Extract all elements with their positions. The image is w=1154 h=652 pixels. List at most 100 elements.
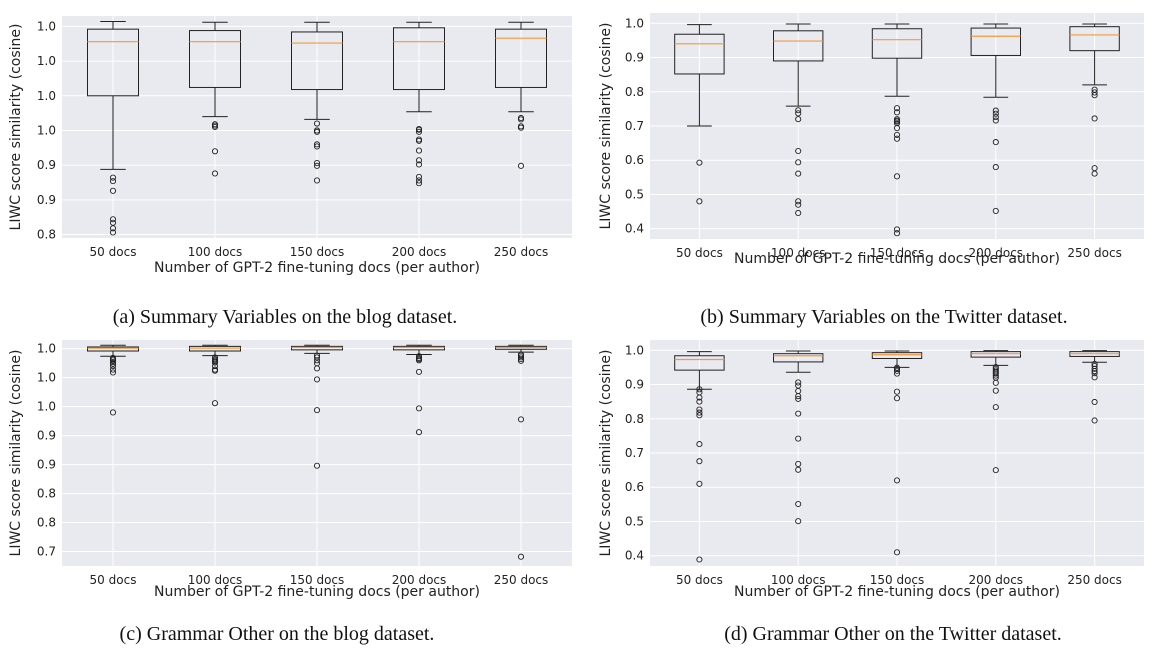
outlier-point <box>795 518 802 525</box>
x-tick-label: 250 docs <box>1067 573 1122 587</box>
boxplot-50-docs <box>87 344 139 416</box>
outlier-point <box>893 370 901 377</box>
x-tick-label: 200 docs <box>392 573 447 587</box>
outlier-point <box>992 379 999 386</box>
outlier-point <box>1091 365 1098 372</box>
outlier-point <box>415 137 423 144</box>
x-tick-label: 250 docs <box>1067 246 1122 260</box>
y-tick-label: 0.9 <box>37 458 56 472</box>
outlier-point <box>795 209 802 217</box>
y-tick-label: 1.0 <box>37 123 56 137</box>
outlier-point <box>795 198 802 205</box>
outlier-point <box>211 359 219 366</box>
box <box>674 355 725 371</box>
outlier-point <box>992 372 999 379</box>
y-tick-label: 0.6 <box>625 480 644 494</box>
outlier-point <box>1091 368 1098 375</box>
y-tick-label: 0.9 <box>37 158 56 172</box>
boxplot-150-docs <box>291 21 343 184</box>
box <box>674 33 725 75</box>
outlier-point <box>893 131 901 138</box>
panel-c: 0.7 0.8 0.8 0.9 0.9 1.0 1.0 1.0 50 docs 100 docs 1… <box>8 340 572 645</box>
x-tick-label: 200 docs <box>969 246 1024 260</box>
outlier-point <box>795 393 802 400</box>
box <box>1069 26 1120 52</box>
outlier-point <box>893 125 901 132</box>
outlier-point <box>1091 170 1098 177</box>
outlier-point <box>415 161 423 168</box>
y-tick-label: 0.8 <box>625 412 644 426</box>
panel-b: 0.4 0.5 0.6 0.7 0.8 0.9 1.0 50 docs 100 docs 150 … <box>598 13 1144 328</box>
outlier-point <box>893 173 901 180</box>
box <box>970 351 1021 358</box>
y-tick-label: 1.0 <box>625 16 644 30</box>
outlier-point <box>313 352 321 359</box>
outlier-point <box>109 360 117 367</box>
boxplot-50-docs <box>87 21 139 236</box>
y-tick-label: 1.0 <box>37 371 56 385</box>
outlier-point <box>313 128 321 135</box>
boxplot-250-docs <box>1069 350 1120 424</box>
outlier-point <box>992 404 999 411</box>
outlier-point <box>109 357 117 364</box>
outlier-point <box>109 366 117 373</box>
outlier-point <box>415 353 423 360</box>
box <box>495 28 547 88</box>
outlier-point <box>109 229 117 236</box>
outlier-point <box>415 180 423 187</box>
outlier-point <box>517 354 525 361</box>
outlier-point <box>1091 89 1098 96</box>
outlier-point <box>893 477 901 484</box>
outlier-point <box>696 441 703 448</box>
outlier-point <box>795 460 802 468</box>
outlier-point <box>893 395 901 402</box>
x-tick-label: 100 docs <box>188 573 243 587</box>
outlier-point <box>415 126 423 133</box>
outlier-point <box>313 143 321 150</box>
x-tick-label: 50 docs <box>90 245 137 259</box>
x-tick-label: 50 docs <box>90 573 137 587</box>
y-tick-label: 0.7 <box>625 446 644 460</box>
outlier-point <box>1091 417 1098 424</box>
outlier-point <box>313 177 321 184</box>
outlier-point <box>795 466 802 473</box>
outlier-point <box>1091 115 1098 122</box>
y-tick-label: 0.9 <box>625 51 644 65</box>
panel-caption: (b) Summary Variables on the Twitter dat… <box>700 306 1067 328</box>
outlier-point <box>696 159 703 166</box>
y-tick-label: 0.9 <box>625 378 644 392</box>
y-tick-label: 0.7 <box>625 119 644 133</box>
outlier-point <box>109 216 117 223</box>
outlier-point <box>795 170 802 177</box>
panel-caption: (c) Grammar Other on the blog dataset. <box>120 623 435 645</box>
y-tick-label: 0.6 <box>625 153 644 167</box>
box <box>393 27 445 91</box>
outlier-point <box>415 368 423 375</box>
outlier-point <box>211 367 219 374</box>
x-axis-label: Number of GPT-2 fine-tuning docs (per au… <box>734 584 1060 600</box>
y-tick-label: 0.8 <box>625 85 644 99</box>
outlier-point <box>313 162 321 169</box>
boxplot-200-docs <box>970 350 1021 474</box>
boxplot-250-docs <box>495 344 547 560</box>
outlier-point <box>415 429 423 436</box>
outlier-point <box>313 357 321 364</box>
panel-caption: (a) Summary Variables on the blog datase… <box>113 306 458 328</box>
outlier-point <box>109 187 117 194</box>
outlier-point <box>795 435 802 442</box>
boxplot-100-docs <box>189 344 241 407</box>
box <box>773 30 824 62</box>
outlier-point <box>795 110 802 117</box>
outlier-point <box>109 363 117 370</box>
outlier-point <box>517 356 525 363</box>
outlier-point <box>211 170 219 177</box>
outlier-point <box>109 409 117 416</box>
outlier-point <box>415 157 423 164</box>
x-tick-label: 250 docs <box>494 573 549 587</box>
outlier-point <box>795 410 802 417</box>
outlier-point <box>211 363 219 370</box>
boxplot-50-docs <box>674 351 725 563</box>
outlier-point <box>893 367 901 374</box>
outlier-point <box>795 395 802 402</box>
x-tick-label: 150 docs <box>290 573 345 587</box>
